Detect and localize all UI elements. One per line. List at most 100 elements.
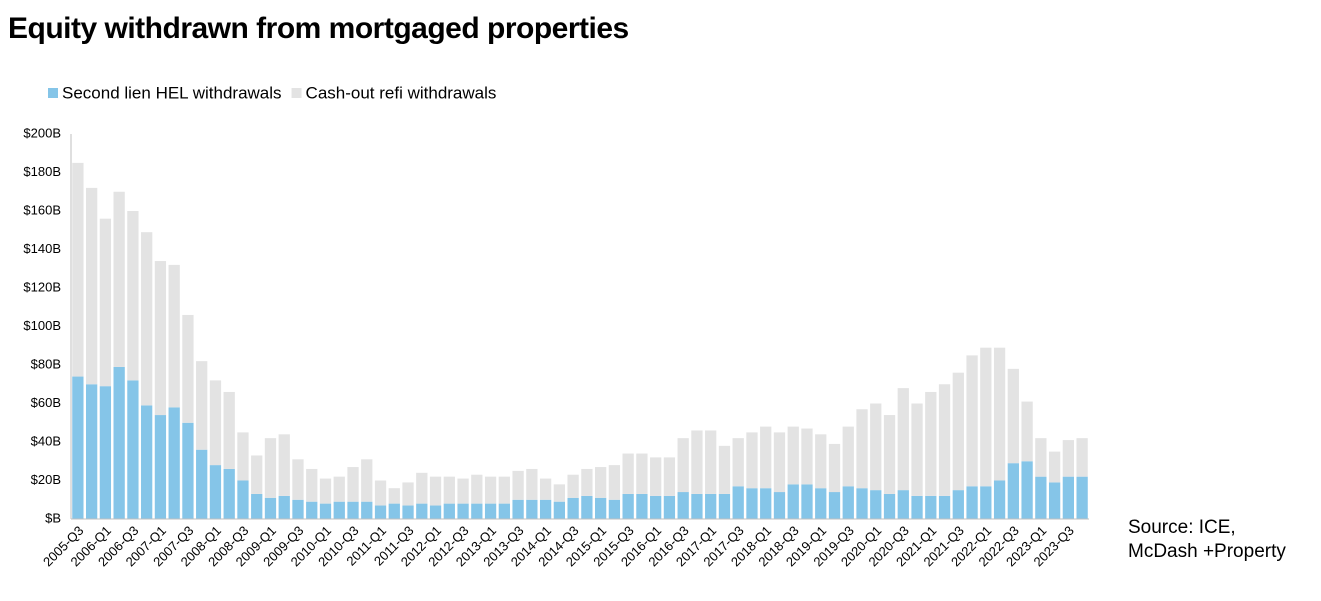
bar-segment	[388, 503, 400, 519]
bar-segment	[801, 428, 813, 485]
bar-segment	[1076, 476, 1088, 519]
y-tick-label: $160B	[23, 202, 61, 217]
bar-segment	[526, 499, 538, 519]
bar-segment	[787, 426, 799, 485]
bar-segment	[594, 467, 607, 498]
bar-segment	[1062, 440, 1075, 477]
bar-segment	[938, 495, 951, 519]
bar-segment	[1021, 461, 1033, 519]
bar-segment	[952, 490, 964, 519]
bar-segment	[484, 503, 497, 519]
y-tick-label: $140B	[23, 241, 61, 256]
bar-segment	[897, 388, 909, 491]
bar-segment	[718, 493, 731, 519]
bar-segment	[237, 432, 249, 481]
bar-segment	[99, 218, 112, 387]
y-tick-label: $60B	[31, 395, 61, 410]
source-line: McDash +Property	[1128, 541, 1286, 562]
bar-segment	[154, 415, 167, 519]
bar-segment	[306, 468, 318, 502]
y-tick-label: $B	[45, 510, 61, 525]
bar-segment	[622, 453, 634, 494]
bar-segment	[512, 470, 524, 500]
bar-segment	[471, 474, 483, 504]
y-tick-label: $40B	[31, 433, 61, 448]
bar-segment	[141, 232, 153, 406]
bar-segment	[374, 480, 387, 506]
bar-segment	[1048, 482, 1061, 519]
bar-segment	[278, 495, 290, 519]
bar-segment	[223, 468, 235, 519]
legend-label: Cash-out refi withdrawals	[306, 83, 497, 102]
bar-segment	[99, 386, 112, 519]
bar-segment	[127, 211, 139, 381]
bar-segment	[773, 492, 786, 519]
bar-segment	[897, 490, 909, 519]
bar-segment	[636, 493, 648, 519]
bar-segment	[72, 162, 84, 377]
bar-segment	[319, 478, 332, 504]
bar-segment	[292, 459, 304, 500]
bar-segment	[251, 455, 263, 494]
bar-segment	[1035, 476, 1047, 519]
bar-segment	[1007, 463, 1019, 519]
bar-segment	[966, 355, 978, 487]
bar-segment	[264, 438, 277, 498]
bar-segment	[196, 449, 208, 519]
bar-segment	[705, 430, 717, 494]
bar-segment	[677, 438, 689, 493]
bar-segment	[141, 405, 153, 519]
bar-segment	[223, 391, 235, 469]
bar-segment	[196, 361, 208, 450]
chart-title: Equity withdrawn from mortgaged properti…	[8, 12, 629, 45]
y-tick-label: $20B	[31, 472, 61, 487]
bar-segment	[677, 492, 689, 519]
bar-segment	[182, 314, 194, 423]
y-tick-label: $100B	[23, 318, 61, 333]
bar-segment	[746, 488, 758, 519]
bar-segment	[691, 493, 703, 519]
bar-segment	[402, 482, 414, 506]
bar-segment	[182, 422, 194, 519]
bar-segment	[842, 426, 854, 487]
bar-segment	[980, 486, 992, 519]
bar-segment	[209, 465, 222, 519]
bar-segment	[168, 407, 180, 519]
bar-segment	[925, 495, 937, 519]
bar-segment	[883, 493, 896, 519]
bar-segment	[416, 503, 428, 519]
bar-segment	[732, 486, 744, 519]
bar-segment	[594, 497, 607, 519]
bar-segment	[416, 472, 428, 504]
bar-segment	[347, 501, 359, 519]
bar-segment	[292, 499, 304, 519]
bar-segment	[842, 486, 854, 519]
bar-segment	[828, 443, 841, 493]
bar-segment	[966, 486, 978, 519]
bar-segment	[374, 505, 387, 519]
bar-segment	[1048, 451, 1061, 483]
bar-segment	[1035, 438, 1047, 477]
bar-segment	[443, 476, 455, 504]
bar-segment	[361, 501, 373, 519]
y-tick-label: $120B	[23, 279, 61, 294]
bar-segment	[622, 493, 634, 519]
bar-segment	[237, 480, 249, 519]
bar-segment	[388, 488, 400, 504]
legend-label: Second lien HEL withdrawals	[62, 83, 282, 102]
bar-segment	[113, 191, 125, 367]
bar-segment	[581, 495, 593, 519]
bar-segment	[815, 488, 827, 519]
bar-segment	[608, 499, 621, 519]
bar-segment	[1021, 401, 1033, 462]
bar-segment	[443, 503, 455, 519]
bar-segment	[773, 432, 786, 493]
bar-segment	[113, 366, 125, 519]
bar-segment	[168, 264, 180, 408]
bar-segment	[718, 445, 731, 494]
bar-segment	[347, 467, 359, 502]
bar-segment	[650, 457, 662, 496]
bar-segment	[870, 490, 882, 519]
bar-segment	[650, 495, 662, 519]
